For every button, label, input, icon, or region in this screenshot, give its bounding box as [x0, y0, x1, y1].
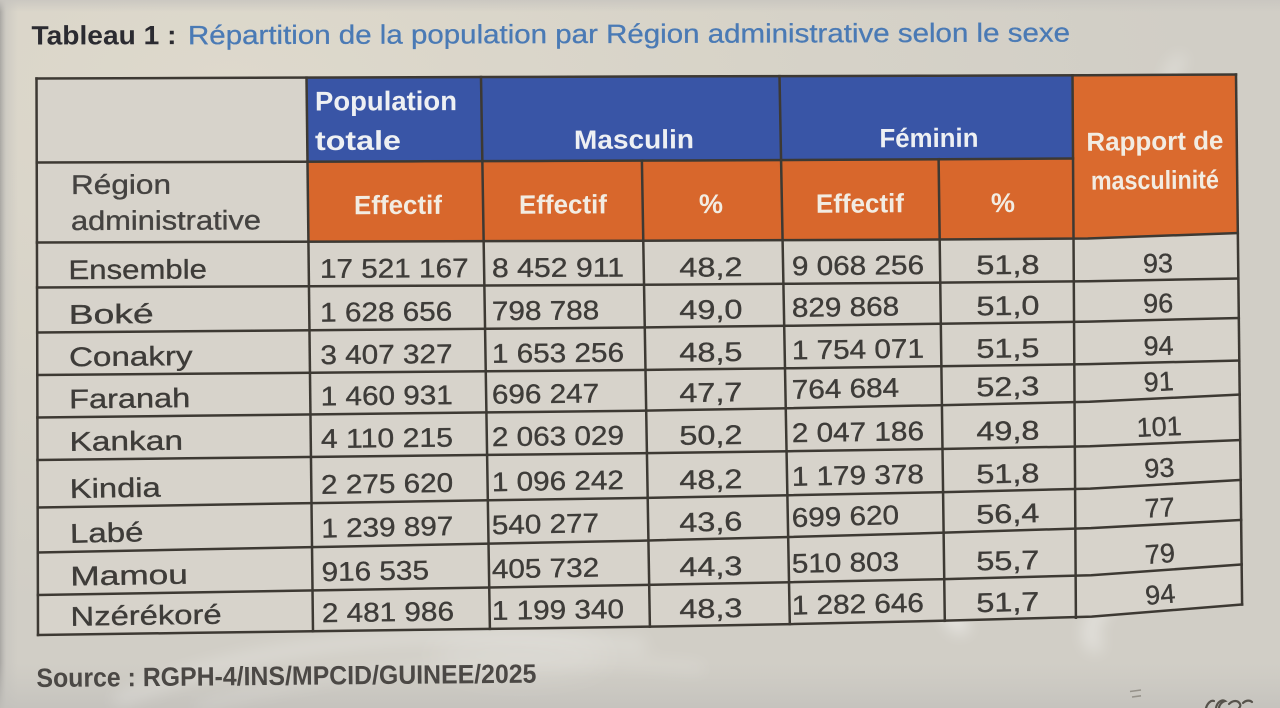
- svg-text:91: 91: [1143, 366, 1174, 397]
- svg-text:totale: totale: [315, 126, 401, 156]
- svg-text:Labé: Labé: [70, 517, 144, 548]
- svg-text:48,3: 48,3: [679, 593, 743, 624]
- svg-text:696 247: 696 247: [492, 378, 600, 409]
- svg-text:1 628 656: 1 628 656: [320, 296, 452, 327]
- svg-text:9 068 256: 9 068 256: [792, 250, 924, 281]
- svg-text:Nzérékoré: Nzérékoré: [70, 600, 221, 632]
- svg-text:masculinité: masculinité: [1091, 164, 1219, 195]
- svg-text:699 620: 699 620: [791, 500, 899, 533]
- svg-text:798 788: 798 788: [492, 295, 600, 326]
- svg-text:101: 101: [1136, 411, 1182, 443]
- svg-text:8 452 911: 8 452 911: [492, 253, 624, 284]
- svg-text:540 277: 540 277: [492, 508, 600, 540]
- svg-text:764 684: 764 684: [792, 373, 900, 405]
- svg-text:77: 77: [1144, 492, 1176, 524]
- svg-text:1 653 256: 1 653 256: [492, 338, 624, 369]
- svg-text:Effectif: Effectif: [354, 190, 442, 220]
- svg-text:44,3: 44,3: [679, 551, 743, 582]
- svg-text:51,5: 51,5: [976, 333, 1039, 364]
- svg-text:79: 79: [1144, 538, 1176, 570]
- svg-text:50,2: 50,2: [679, 420, 743, 451]
- svg-text:%: %: [991, 188, 1015, 218]
- svg-text:94: 94: [1143, 331, 1174, 362]
- svg-text:4 110 215: 4 110 215: [321, 423, 453, 454]
- svg-text:93: 93: [1143, 248, 1174, 279]
- svg-text:1 096 242: 1 096 242: [492, 465, 625, 497]
- svg-text:Tableau 1 :: Tableau 1 :: [31, 20, 176, 50]
- svg-text:93: 93: [1144, 452, 1176, 484]
- svg-text:52,3: 52,3: [976, 371, 1040, 402]
- svg-text:49,0: 49,0: [679, 294, 742, 325]
- svg-text:56,4: 56,4: [976, 498, 1040, 530]
- svg-text:1 199 340: 1 199 340: [492, 594, 624, 626]
- svg-text:2 481 986: 2 481 986: [322, 596, 454, 628]
- svg-text:51,8: 51,8: [976, 250, 1039, 281]
- svg-text:2 275 620: 2 275 620: [321, 468, 454, 500]
- svg-text:96: 96: [1143, 288, 1174, 319]
- svg-text:94: 94: [1144, 578, 1176, 610]
- svg-text:Source : RGPH-4/INS/MPCID/GUIN: Source : RGPH-4/INS/MPCID/GUINEE/2025: [36, 659, 536, 693]
- svg-text:2 047 186: 2 047 186: [792, 416, 925, 448]
- svg-text:1 282 646: 1 282 646: [791, 588, 924, 621]
- svg-text:3 407 327: 3 407 327: [320, 339, 452, 370]
- svg-text:51,7: 51,7: [976, 587, 1040, 618]
- svg-text:47,7: 47,7: [679, 377, 743, 408]
- svg-text:Mamou: Mamou: [70, 560, 188, 592]
- svg-text:2 063 029: 2 063 029: [492, 421, 624, 452]
- svg-text:48,2: 48,2: [679, 252, 742, 282]
- svg-text:43,6: 43,6: [679, 506, 743, 538]
- svg-text:1 460 931: 1 460 931: [321, 380, 453, 411]
- svg-text:Répartition de la population p: Répartition de la population par Région …: [188, 18, 1070, 51]
- svg-text:1 239 897: 1 239 897: [321, 511, 454, 544]
- svg-text:Boké: Boké: [69, 299, 154, 330]
- svg-text:17 521 167: 17 521 167: [320, 253, 469, 284]
- svg-text:829 868: 829 868: [792, 291, 900, 322]
- svg-text:1 179 378: 1 179 378: [792, 459, 925, 492]
- svg-text:Kankan: Kankan: [69, 426, 183, 457]
- svg-text:administrative: administrative: [71, 205, 261, 236]
- svg-text:49,8: 49,8: [976, 416, 1040, 447]
- svg-text:405 732: 405 732: [492, 553, 600, 585]
- svg-text:%: %: [699, 189, 723, 219]
- svg-text:48,5: 48,5: [679, 337, 742, 368]
- svg-text:Population: Population: [315, 86, 457, 116]
- svg-text:Rapport de: Rapport de: [1086, 125, 1223, 156]
- svg-text:916 535: 916 535: [321, 555, 429, 587]
- svg-text:Conakry: Conakry: [69, 341, 193, 372]
- svg-text:Faranah: Faranah: [69, 383, 190, 414]
- svg-text:510 803: 510 803: [792, 547, 900, 579]
- svg-text:Masculin: Masculin: [574, 124, 694, 155]
- svg-text:Effectif: Effectif: [519, 189, 607, 219]
- svg-text:55,7: 55,7: [976, 545, 1040, 576]
- svg-text:Effectif: Effectif: [816, 188, 904, 219]
- svg-text:Région: Région: [71, 170, 171, 200]
- svg-text:Ensemble: Ensemble: [68, 254, 207, 285]
- svg-text:Féminin: Féminin: [879, 123, 978, 154]
- svg-text:51,8: 51,8: [976, 458, 1040, 489]
- svg-text:1 754 071: 1 754 071: [792, 334, 924, 366]
- svg-text:Kindia: Kindia: [70, 473, 163, 504]
- svg-text:48,2: 48,2: [679, 464, 743, 495]
- svg-text:51,0: 51,0: [976, 290, 1039, 321]
